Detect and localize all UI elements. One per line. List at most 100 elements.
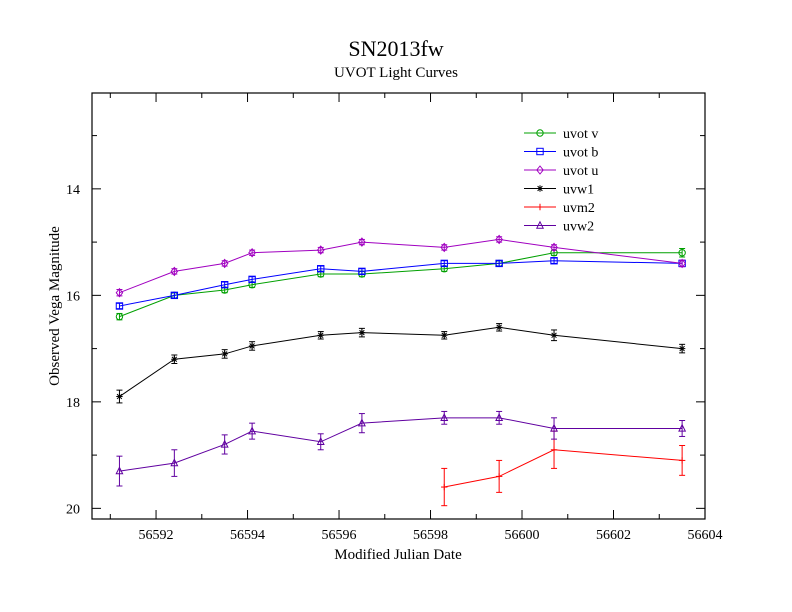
data-point <box>115 287 124 298</box>
chart-title: SN2013fw <box>348 36 443 61</box>
data-point <box>550 332 558 339</box>
error-bar <box>358 413 365 434</box>
data-point <box>441 332 448 339</box>
data-point <box>495 259 503 268</box>
x-tick-label: 56598 <box>413 528 448 543</box>
star-d2 <box>359 329 365 336</box>
error-bar <box>317 246 324 254</box>
data-point <box>678 423 687 432</box>
series-uvw1 <box>116 323 686 404</box>
star-d2 <box>537 185 543 192</box>
legend: uvot v uvot b uvot u uvw1 uvm2 uvw2 <box>524 127 598 235</box>
y-tick-label: 14 <box>66 183 80 198</box>
error-bar <box>317 433 324 451</box>
data-point <box>495 473 503 480</box>
data-point <box>221 350 228 358</box>
legend-box <box>515 120 623 232</box>
x-tick-label: 56596 <box>322 528 357 543</box>
error-bar <box>358 268 365 275</box>
error-bar <box>249 276 256 283</box>
data-point <box>536 165 544 175</box>
data-point <box>550 242 558 253</box>
series-uvot-u <box>115 234 686 298</box>
error-bar <box>496 260 503 267</box>
error-bar <box>116 288 123 297</box>
error-bar <box>441 260 448 267</box>
star-d2 <box>551 332 557 339</box>
x-tick-label: 56594 <box>230 528 265 543</box>
series-layer <box>115 234 687 507</box>
error-bar <box>171 268 178 275</box>
data-point <box>316 245 325 255</box>
x-tick-label: 56604 <box>688 528 723 543</box>
legend-label: uvot b <box>563 146 598 161</box>
data-point <box>115 302 124 310</box>
star-d2 <box>679 345 685 352</box>
data-point <box>170 458 179 467</box>
data-point <box>495 413 504 422</box>
series-line-uvm2 <box>444 449 683 488</box>
data-point <box>220 281 229 289</box>
legend-item-uvot-b: uvot b <box>524 146 598 161</box>
error-bar <box>551 417 558 440</box>
error-bar <box>171 449 178 477</box>
data-point <box>358 329 366 336</box>
data-point <box>357 418 366 427</box>
error-bar <box>116 302 123 310</box>
data-point <box>550 446 558 453</box>
axis-ticks: 56592 56594 56596 56598 56600 56602 56604 14 16 1… <box>66 93 723 543</box>
data-point <box>317 265 325 273</box>
data-point <box>536 147 544 156</box>
error-bar <box>551 257 558 264</box>
y-tick-label: 20 <box>66 502 80 517</box>
data-point <box>220 258 229 269</box>
data-point <box>495 234 503 245</box>
data-point <box>358 237 366 247</box>
data-point <box>678 249 686 257</box>
star-d2 <box>116 393 123 400</box>
legend-label: uvot v <box>563 127 598 142</box>
data-point <box>536 129 544 137</box>
data-point <box>536 185 544 192</box>
legend-label: uvw1 <box>563 183 594 198</box>
legend-item-uvm2: uvm2 <box>524 201 595 216</box>
legend-item-uvot-u: uvot u <box>524 164 598 179</box>
data-point <box>678 345 686 352</box>
series-line-uvot-v <box>119 252 683 318</box>
data-point <box>115 466 124 475</box>
star-d2 <box>441 332 447 339</box>
y-tick-label: 16 <box>66 289 80 304</box>
star-d2 <box>317 332 324 339</box>
chart-subtitle: UVOT Light Curves <box>334 65 458 81</box>
data-point <box>248 275 256 284</box>
error-bar <box>496 236 503 243</box>
series-line-uvot-b <box>119 260 683 307</box>
error-bar <box>249 249 256 256</box>
data-point <box>441 483 448 491</box>
data-point <box>550 423 559 432</box>
data-point <box>317 332 324 339</box>
error-bar <box>441 244 448 251</box>
series-uvm2 <box>441 430 686 507</box>
series-line-uvw2 <box>119 417 683 472</box>
error-bar <box>679 259 686 268</box>
error-bar <box>358 238 365 246</box>
star-d2 <box>249 343 255 349</box>
error-bar <box>317 265 324 272</box>
data-point <box>440 259 448 268</box>
error-bar <box>679 419 686 437</box>
data-point <box>440 413 449 422</box>
star-d2 <box>171 356 178 363</box>
data-point <box>171 356 178 363</box>
series-line-uvw1 <box>119 326 683 397</box>
data-point <box>170 291 179 300</box>
error-bar <box>249 422 256 440</box>
legend-label: uvm2 <box>563 201 595 216</box>
error-bar <box>551 244 558 251</box>
data-point <box>220 439 229 448</box>
legend-item-uvw2: uvw2 <box>524 220 594 235</box>
series-uvot-b <box>115 257 686 310</box>
data-point <box>495 324 503 331</box>
error-bar <box>221 434 228 455</box>
